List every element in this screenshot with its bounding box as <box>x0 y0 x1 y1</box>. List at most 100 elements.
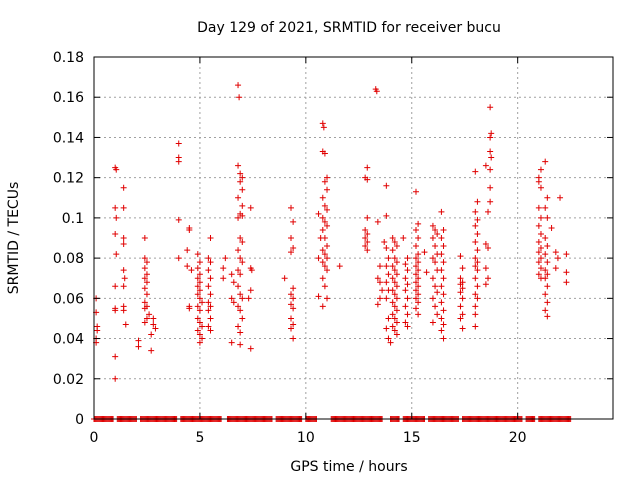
data-point <box>459 265 466 272</box>
data-point <box>537 230 544 237</box>
data-point <box>150 321 157 328</box>
data-point <box>237 329 244 336</box>
data-point <box>440 243 447 250</box>
data-point <box>438 251 445 258</box>
data-point <box>537 265 544 272</box>
data-point <box>548 224 555 231</box>
data-point <box>487 134 494 141</box>
data-point <box>196 287 203 294</box>
data-point <box>362 243 369 250</box>
data-point <box>457 303 464 310</box>
data-point <box>324 295 331 302</box>
data-point <box>290 285 297 292</box>
data-point <box>175 140 182 147</box>
data-point <box>364 176 371 183</box>
data-point <box>391 291 398 298</box>
data-point <box>196 307 203 314</box>
y-tick-label: 0.04 <box>53 332 84 348</box>
data-point <box>319 214 326 221</box>
data-point <box>537 184 544 191</box>
data-point <box>194 327 201 334</box>
data-point <box>321 150 328 157</box>
data-point <box>321 235 328 241</box>
data-point <box>423 269 430 276</box>
data-point <box>235 283 242 290</box>
data-point <box>364 239 371 246</box>
data-point <box>415 311 422 318</box>
data-point <box>194 315 201 322</box>
data-point <box>290 305 297 312</box>
data-point <box>319 259 326 266</box>
data-point <box>290 295 297 302</box>
data-point <box>230 279 237 286</box>
data-point <box>112 283 119 290</box>
data-point <box>186 226 193 233</box>
data-point <box>321 218 328 225</box>
data-point <box>472 303 479 310</box>
data-point <box>472 291 479 298</box>
data-point <box>429 295 436 302</box>
data-point <box>404 323 411 330</box>
data-point <box>393 331 400 338</box>
data-point <box>207 259 214 266</box>
data-point <box>235 323 242 330</box>
data-point <box>434 311 441 318</box>
data-point <box>148 347 155 354</box>
data-point <box>220 265 227 272</box>
data-point <box>122 321 129 328</box>
data-point <box>148 331 155 338</box>
data-point <box>220 275 227 282</box>
data-point <box>196 259 203 266</box>
data-point <box>194 275 201 282</box>
data-point <box>120 184 127 191</box>
data-point <box>440 291 447 298</box>
data-point <box>143 315 150 322</box>
data-point <box>542 204 549 211</box>
data-point <box>402 275 409 282</box>
data-point <box>383 295 390 302</box>
data-point <box>389 247 396 254</box>
data-point <box>379 287 386 294</box>
data-point <box>247 345 254 352</box>
data-point <box>235 82 242 89</box>
data-point <box>415 220 422 227</box>
data-point <box>544 299 551 306</box>
x-tick-label: 20 <box>509 430 527 446</box>
data-point <box>288 249 295 256</box>
data-point <box>412 255 419 262</box>
data-point <box>429 275 436 282</box>
data-point <box>196 319 203 326</box>
data-point <box>336 263 343 270</box>
data-point <box>457 281 464 288</box>
data-point <box>230 299 237 306</box>
data-point <box>457 315 464 322</box>
data-point <box>535 204 542 211</box>
x-tick-label: 15 <box>403 430 421 446</box>
data-point <box>175 158 182 165</box>
data-point <box>412 295 419 302</box>
data-point <box>194 251 201 258</box>
data-point <box>387 339 394 346</box>
data-point <box>393 271 400 278</box>
data-point <box>374 275 381 282</box>
data-point <box>391 315 398 322</box>
data-point <box>376 263 383 270</box>
data-point <box>288 301 295 308</box>
data-point <box>288 291 295 298</box>
y-tick-labels: 0 0.02 0.04 0.06 0.08 0.1 0.12 0.14 0.16 0.18 <box>53 50 84 428</box>
data-point <box>472 275 479 282</box>
data-point <box>321 251 328 258</box>
data-point <box>188 267 195 274</box>
data-point <box>474 267 481 274</box>
data-point <box>383 182 390 189</box>
data-point <box>563 251 570 258</box>
data-point <box>438 235 445 241</box>
data-point <box>440 321 447 328</box>
data-point <box>474 230 481 237</box>
data-point <box>319 303 326 310</box>
data-point <box>393 319 400 326</box>
data-point <box>429 255 436 262</box>
data-point <box>474 295 481 302</box>
data-point <box>319 247 326 254</box>
